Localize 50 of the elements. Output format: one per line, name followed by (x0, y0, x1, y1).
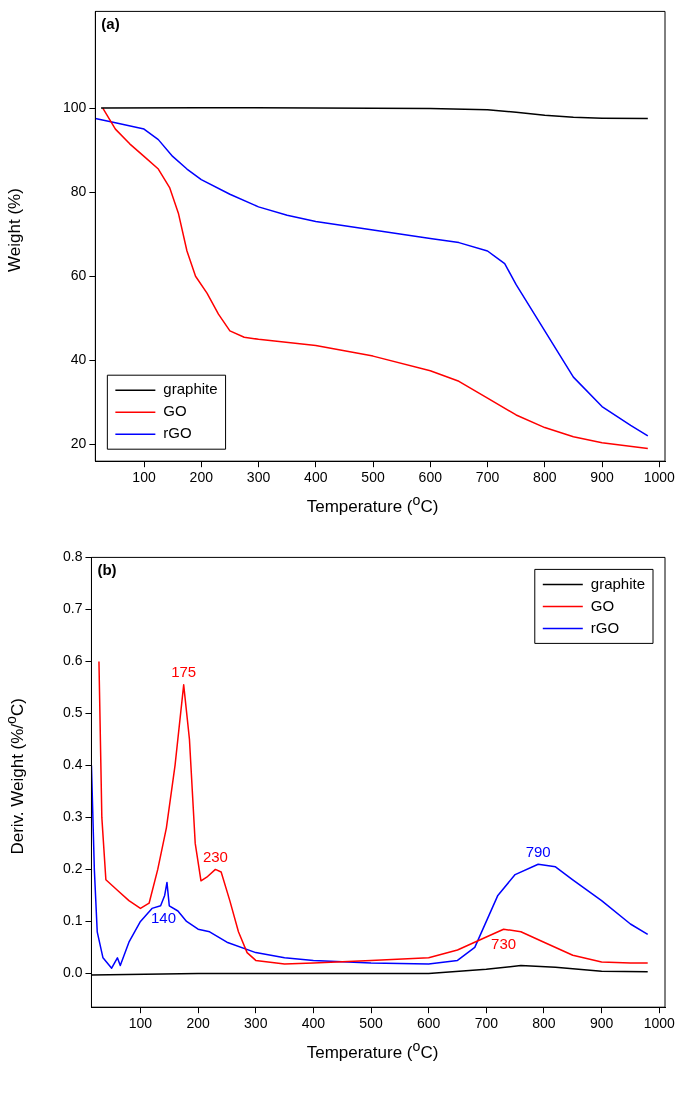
x-tick-label: 400 (304, 469, 328, 486)
y-tick-label: 60 (70, 267, 87, 284)
annotation: (a) (101, 15, 120, 33)
y-tick-label: 0.2 (62, 860, 83, 877)
x-tick-label: 100 (132, 469, 156, 486)
x-tick-label: 700 (474, 1015, 499, 1032)
y-tick-label: 0.4 (62, 756, 83, 773)
legend-label: rGO (590, 618, 620, 636)
x-tick-label: 100 (128, 1015, 153, 1032)
x-tick-label: 800 (532, 1015, 556, 1032)
annotation: 730 (491, 934, 517, 952)
y-tick-label: 40 (70, 351, 87, 368)
annotation: 140 (151, 909, 177, 927)
annotation: 790 (525, 842, 551, 860)
y-tick-label: 0.1 (62, 912, 83, 929)
x-axis-title: Temperature ($^{o}$C) (305, 1038, 440, 1063)
legend-label: GO (163, 402, 187, 420)
y-tick-label: 0.0 (62, 964, 83, 981)
x-tick-label: 300 (244, 1015, 268, 1032)
x-tick-label: 500 (361, 469, 385, 486)
x-tick-label: 500 (359, 1015, 383, 1032)
x-tick-label: 600 (418, 469, 443, 486)
x-tick-label: 400 (301, 1015, 326, 1032)
x-tick-label: 700 (475, 469, 500, 486)
y-tick-label: 20 (70, 435, 87, 452)
x-tick-label: 300 (246, 469, 271, 486)
annotation: 230 (202, 848, 228, 866)
x-tick-label: 900 (589, 1015, 614, 1032)
y-tick-label: 0.6 (62, 652, 83, 669)
x-tick-label: 1000 (643, 469, 676, 486)
y-tick-label: 80 (70, 183, 87, 200)
x-tick-label: 200 (189, 469, 214, 486)
y-tick-label: 0.8 (62, 548, 83, 565)
y-tick-label: 0.5 (62, 704, 83, 721)
legend-label: rGO (163, 424, 192, 442)
x-tick-label: 800 (533, 469, 557, 486)
x-tick-label: 600 (416, 1015, 441, 1032)
y-axis-title: Weight (%) (5, 188, 25, 272)
y-tick-label: 100 (63, 98, 87, 115)
y-tick-label: 0.3 (62, 808, 83, 825)
x-tick-label: 200 (186, 1015, 210, 1032)
annotation: (b) (97, 561, 117, 579)
legend-label: graphite (590, 574, 646, 592)
x-axis-title: Temperature ($^{o}$C) (305, 492, 440, 517)
x-tick-label: 900 (590, 469, 614, 486)
legend-label: graphite (163, 380, 218, 398)
x-tick-label: 1000 (643, 1015, 676, 1032)
legend-label: GO (590, 596, 615, 614)
annotation: 175 (171, 663, 197, 681)
y-tick-label: 0.7 (62, 600, 83, 617)
